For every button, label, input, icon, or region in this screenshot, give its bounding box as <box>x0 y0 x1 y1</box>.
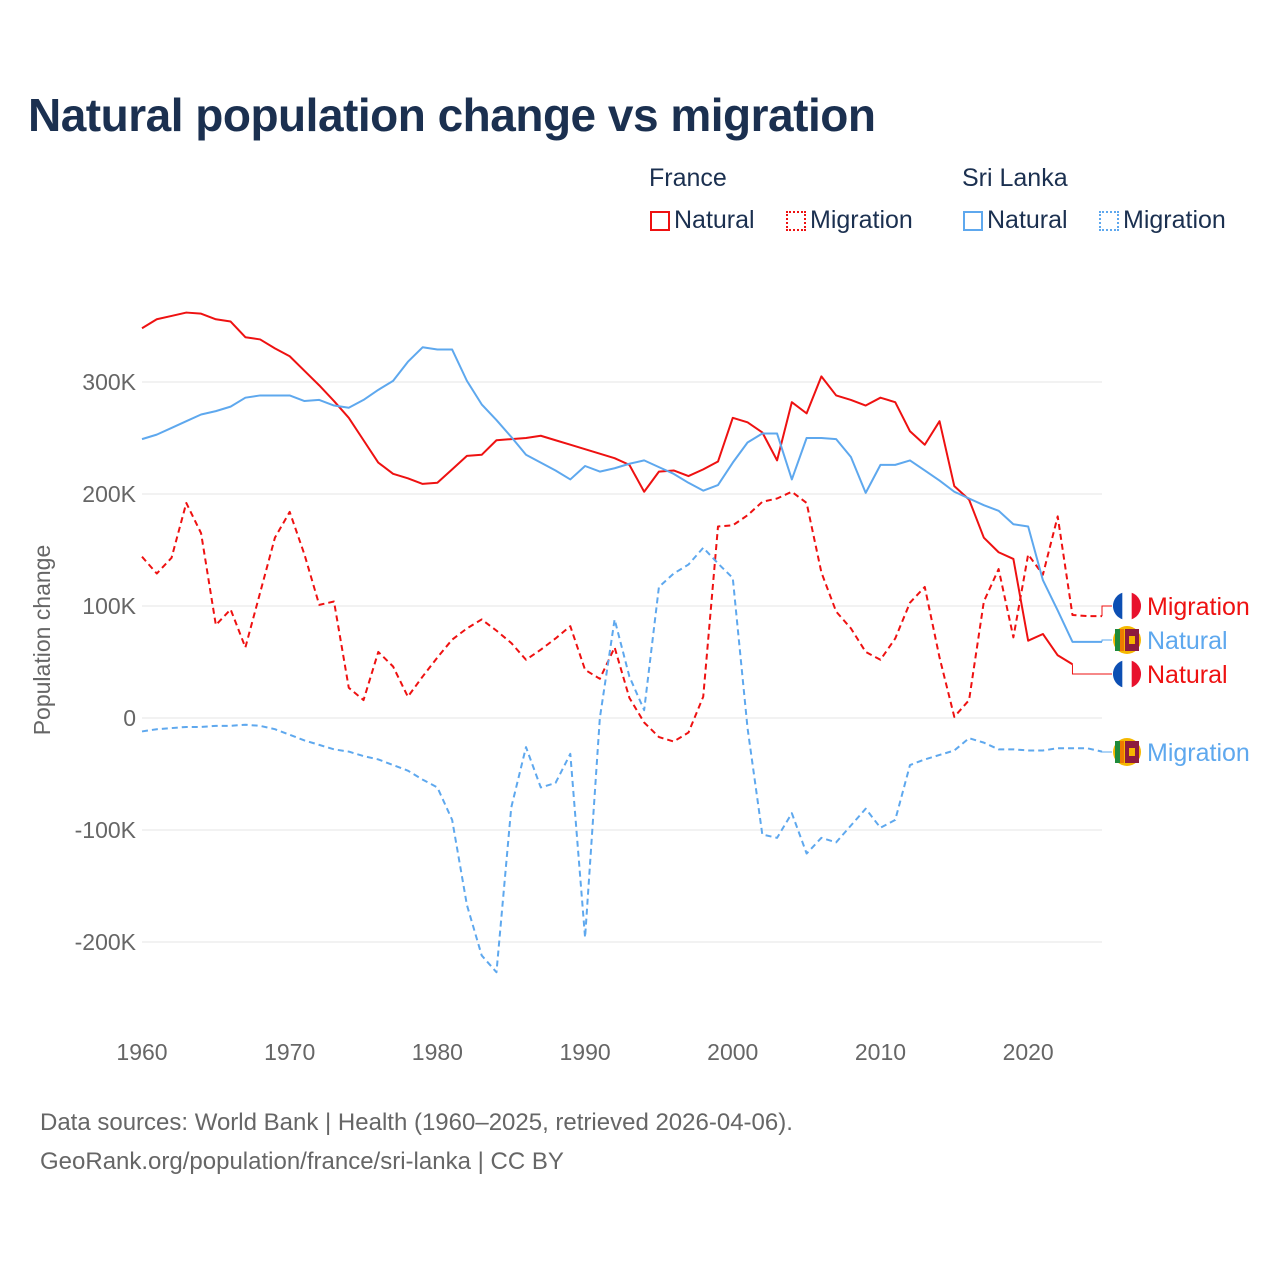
legend-label: Migration <box>1123 206 1226 234</box>
france-flag-icon <box>1112 592 1123 620</box>
legend-label: Natural <box>987 206 1068 234</box>
label-connector <box>1071 664 1112 675</box>
end-label: Natural <box>1147 627 1228 655</box>
legend-label: Migration <box>810 206 913 234</box>
x-tick-label: 2020 <box>1003 1039 1054 1065</box>
legend-france-natural[interactable]: Natural <box>650 206 755 235</box>
y-tick-label: -200K <box>75 929 137 955</box>
x-tick-label: 1960 <box>116 1039 167 1065</box>
end-label: Migration <box>1147 593 1250 621</box>
legend-sri-lanka-natural[interactable]: Natural <box>963 206 1068 235</box>
label-connector <box>1101 639 1112 642</box>
y-tick-label: 200K <box>82 481 136 507</box>
y-axis-label: Population change <box>29 545 55 736</box>
series-line-france-migration <box>141 490 1102 743</box>
end-label: Natural <box>1147 661 1228 689</box>
sri-lanka-flag-icon <box>1129 748 1135 756</box>
sri-lanka-flag-icon <box>1120 741 1124 763</box>
legend-label: Natural <box>674 206 755 234</box>
solid-swatch-icon <box>650 211 670 231</box>
legend-group-sri-lanka: Sri Lanka <box>962 164 1068 192</box>
legend-group-france: France <box>649 164 727 192</box>
y-tick-label: 0 <box>123 705 136 731</box>
sri-lanka-flag-icon <box>1115 741 1120 763</box>
y-tick-label: 100K <box>82 593 136 619</box>
france-flag-icon <box>1131 592 1142 620</box>
x-tick-label: 1980 <box>412 1039 463 1065</box>
source-link[interactable]: GeoRank.org/population/france/sri-lanka … <box>40 1148 564 1175</box>
france-flag-icon <box>1131 660 1142 688</box>
y-tick-label: 300K <box>82 369 136 395</box>
france-flag-icon <box>1112 660 1123 688</box>
series-line-sri-lanka-natural <box>141 346 1102 643</box>
y-tick-label: -100K <box>75 817 137 843</box>
legend-sri-lanka-migration[interactable]: Migration <box>1099 206 1226 235</box>
series-line-france-natural <box>141 311 1073 666</box>
series-line-sri-lanka-migration <box>141 546 1103 974</box>
x-tick-label: 2010 <box>855 1039 906 1065</box>
sri-lanka-flag-icon <box>1120 629 1124 651</box>
dotted-swatch-icon <box>786 211 806 231</box>
sri-lanka-flag-icon <box>1115 629 1120 651</box>
legend-france-migration[interactable]: Migration <box>786 206 913 235</box>
x-tick-label: 2000 <box>707 1039 758 1065</box>
sri-lanka-flag-icon <box>1129 636 1135 644</box>
x-tick-label: 1990 <box>559 1039 610 1065</box>
dotted-swatch-icon <box>1099 211 1119 231</box>
end-label: Migration <box>1147 739 1250 767</box>
chart-title: Natural population change vs migration <box>28 89 876 141</box>
solid-swatch-icon <box>963 211 983 231</box>
label-connector <box>1101 605 1112 617</box>
x-tick-label: 1970 <box>264 1039 315 1065</box>
source-text: Data sources: World Bank | Health (1960–… <box>40 1109 793 1136</box>
